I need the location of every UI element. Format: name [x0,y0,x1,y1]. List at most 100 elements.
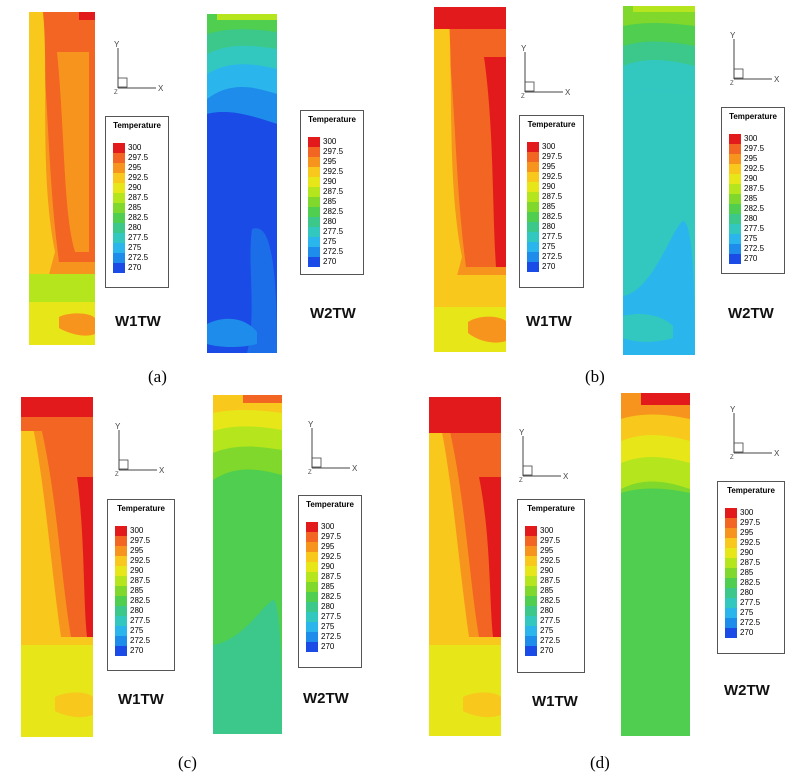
legend-level-label: 280 [321,602,335,611]
legend-swatch [306,542,318,552]
w2tw-label: W2TW [303,690,349,707]
w1tw-label: W1TW [526,313,572,330]
legend-level-label: 290 [540,566,554,575]
legend-swatch [725,508,737,518]
legend-swatch [525,596,537,606]
legend-swatch [115,596,127,606]
legend-level-label: 280 [323,217,337,226]
legend-swatch [729,234,741,244]
legend-level-label: 290 [323,177,337,186]
legend-title: Temperature [527,120,576,129]
legend-swatch [115,566,127,576]
legend-level-label: 282.5 [323,207,344,216]
legend-swatch [527,242,539,252]
legend-level-label: 277.5 [744,224,765,233]
legend-swatch [113,193,125,203]
legend-swatch [115,616,127,626]
w1tw-label: W1TW [115,313,161,330]
legend-level-label: 272.5 [740,618,761,627]
axis-y-label: Y [730,31,736,40]
legend-swatch [729,254,741,264]
axis-x-label: X [563,472,569,481]
legend-swatch [308,197,320,207]
legend-swatch [725,588,737,598]
legend-swatch [525,556,537,566]
legend-swatch [527,202,539,212]
legend-swatch [306,522,318,532]
legend-swatch [115,626,127,636]
legend-level-label: 292.5 [740,538,761,547]
legend-level-label: 290 [744,174,758,183]
legend-swatch [527,222,539,232]
legend-swatch [113,173,125,183]
legend-swatch [308,207,320,217]
legend-level-label: 297.5 [128,153,149,162]
legend-title: Temperature [727,486,775,495]
legend-level-label: 272.5 [744,244,765,253]
legend-level-label: 297.5 [323,147,344,156]
legend-swatch [306,612,318,622]
axis-y-label: Y [308,420,314,429]
legend-swatch [525,566,537,576]
legend-level-label: 287.5 [130,576,151,585]
legend-swatch [306,602,318,612]
legend-swatch [113,183,125,193]
legend-swatch [729,224,741,234]
legend-swatch [113,203,125,213]
legend-level-label: 290 [542,182,556,191]
legend-level-label: 295 [130,546,144,555]
axis-y-label: Y [519,428,525,437]
legend-level-label: 300 [128,143,142,152]
legend-swatch [308,187,320,197]
w1tw-label: W1TW [118,691,164,708]
legend-level-label: 285 [323,197,337,206]
legend-level-label: 275 [321,622,335,631]
legend-title: Temperature [117,504,165,513]
legend-swatch [729,204,741,214]
legend-level-label: 285 [744,194,758,203]
w2tw-label: W2TW [310,305,356,322]
legend-swatch [113,223,125,233]
axis-x-label: X [774,449,780,458]
legend-swatch [725,628,737,638]
temperature-legend: Temperature 300 297.5 295 292.5 290 287.5 285 28… [105,116,169,288]
legend-level-label: 295 [323,157,337,166]
legend-level-label: 287.5 [740,558,761,567]
legend-level-label: 277.5 [323,227,344,236]
w2tw-label: W2TW [728,305,774,322]
legend-level-label: 287.5 [542,192,563,201]
legend-level-label: 300 [540,526,554,535]
axis-triad-c-w1: Y X Z [115,422,165,478]
legend-swatch [729,244,741,254]
panel-label-a: (a) [148,367,167,386]
legend-level-label: 295 [128,163,142,172]
legend-swatch [725,568,737,578]
legend-level-label: 275 [542,242,556,251]
legend-swatch [525,546,537,556]
axis-z-label: Z [521,94,525,100]
temperature-legend: Temperature 300 297.5 295 292.5 290 287.5 285 28… [298,495,362,668]
legend-level-label: 275 [540,626,554,635]
legend-level-label: 282.5 [130,596,151,605]
legend-level-label: 282.5 [744,204,765,213]
axis-triad-a-w1: Y X Z [114,40,164,96]
axis-triad-d-w2: Y X Z [730,405,780,461]
legend-swatch [308,247,320,257]
legend-level-label: 285 [540,586,554,595]
legend-level-label: 280 [128,223,142,232]
legend-swatch [115,636,127,646]
legend-title: Temperature [113,121,161,130]
legend-swatch [525,576,537,586]
legend-level-label: 300 [744,134,758,143]
axis-triad-d-w1: Y X Z [519,428,569,484]
temperature-legend: Temperature 300 297.5 295 292.5 290 287.5 285 28… [517,499,585,673]
legend-level-label: 282.5 [740,578,761,587]
legend-swatch [113,263,125,273]
legend-level-label: 292.5 [323,167,344,176]
legend-swatch [729,164,741,174]
legend-swatch [306,582,318,592]
legend-swatch [725,528,737,538]
axis-triad-b-w2: Y X Z [730,31,780,87]
w2tw-label: W2TW [724,682,770,699]
legend-level-label: 280 [542,222,556,231]
